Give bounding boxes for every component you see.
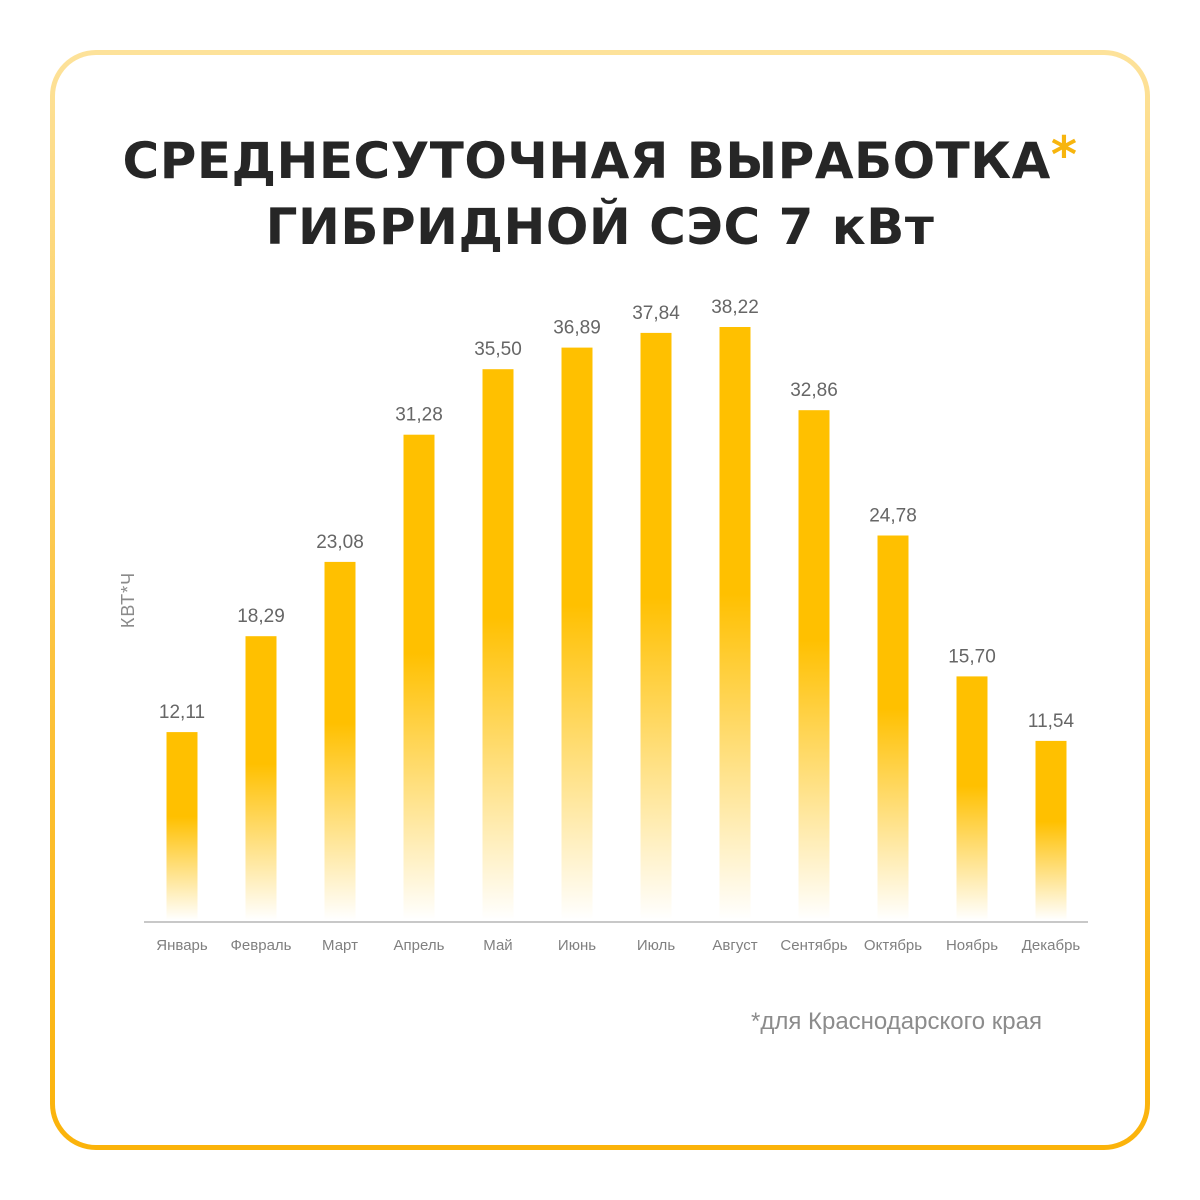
bar-11 <box>956 676 988 920</box>
title-line-1: СРЕДНЕСУТОЧНАЯ ВЫРАБОТКА <box>122 132 1051 190</box>
x-tick-label: Май <box>483 937 512 954</box>
value-label: 36,89 <box>553 318 601 339</box>
value-label: 12,11 <box>159 702 205 723</box>
x-tick-label: Март <box>322 937 358 954</box>
bar-12 <box>1035 740 1067 920</box>
value-label: 35,50 <box>474 339 522 360</box>
bar-3 <box>324 561 356 920</box>
y-axis-label: КВТ*Ч <box>118 572 138 628</box>
value-label: 23,08 <box>316 532 364 553</box>
x-tick-labels-layer: Январь Февраль Март Апрель Май Июнь Июль Август… <box>156 937 1080 954</box>
value-labels-layer: 12,11 18,29 23,08 31,28 35,50 36,89 37,84 38,22… <box>159 297 1075 732</box>
bar-5 <box>482 369 514 920</box>
x-tick-label: Февраль <box>231 937 292 954</box>
value-label: 15,70 <box>948 646 996 667</box>
x-tick-label: Январь <box>156 937 208 954</box>
value-label: 38,22 <box>711 297 759 318</box>
x-tick-label: Декабрь <box>1022 937 1081 954</box>
x-tick-label: Июль <box>637 937 675 954</box>
chart-title: СРЕДНЕСУТОЧНАЯ ВЫРАБОТКА* ГИБРИДНОЙ СЭС … <box>0 126 1200 260</box>
bar-9 <box>798 410 830 920</box>
value-label: 31,28 <box>395 405 443 426</box>
x-tick-label: Сентябрь <box>780 937 847 954</box>
bars-layer <box>166 327 1067 921</box>
bar-8 <box>719 327 751 920</box>
x-tick-label: Апрель <box>394 937 445 954</box>
value-label: 37,84 <box>632 303 680 324</box>
x-tick-label: Июнь <box>558 937 596 954</box>
card-frame <box>50 50 1150 1150</box>
value-label: 24,78 <box>869 506 917 527</box>
footnote: *для Краснодарского края <box>750 1008 1042 1035</box>
title-asterisk: * <box>1050 126 1078 184</box>
bar-6 <box>561 347 593 921</box>
bar-4 <box>403 434 435 920</box>
value-label: 32,86 <box>790 380 838 401</box>
bar-10 <box>877 535 909 920</box>
x-tick-label: Октябрь <box>864 937 922 954</box>
x-tick-label: Ноябрь <box>946 937 998 954</box>
value-label: 11,54 <box>1028 711 1075 732</box>
bar-1 <box>166 732 198 920</box>
bar-2 <box>245 636 277 920</box>
value-label: 18,29 <box>237 606 285 627</box>
card-background <box>55 55 1145 1145</box>
x-tick-label: Август <box>712 937 757 954</box>
bar-7 <box>640 332 672 920</box>
title-line-2: ГИБРИДНОЙ СЭС 7 кВт <box>265 198 935 256</box>
